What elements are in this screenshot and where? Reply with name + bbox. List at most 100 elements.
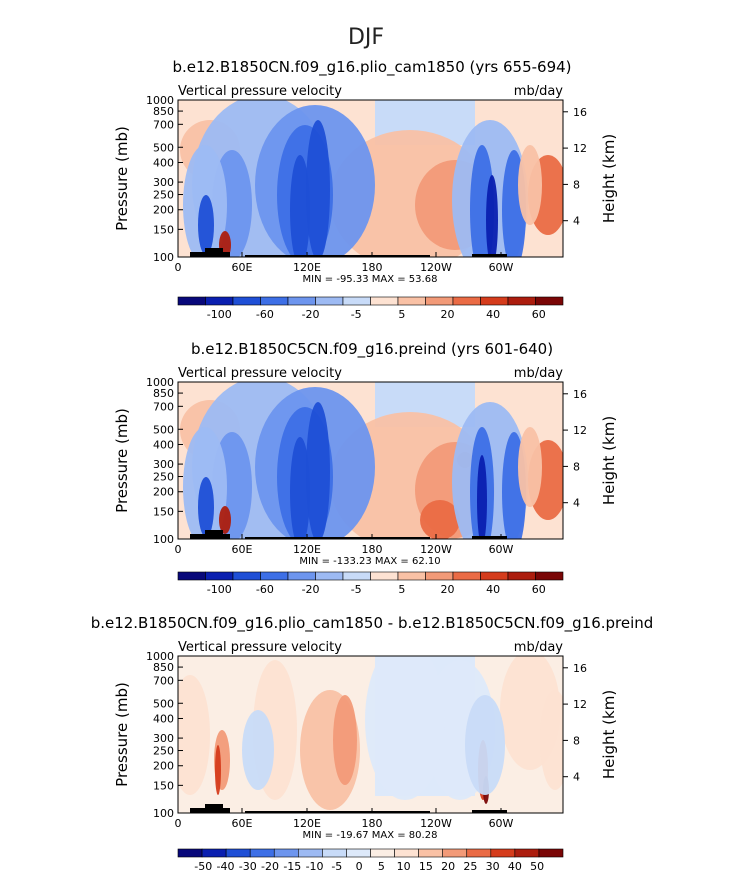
y-axis-label: Pressure (mb): [113, 126, 131, 231]
topography: [245, 811, 430, 813]
colorbar-label: -5: [331, 860, 342, 873]
colorbar-swatch: [177, 571, 206, 581]
x-tick-label: 60E: [232, 817, 253, 830]
contour-fill: [306, 120, 330, 257]
colorbar-swatch: [480, 571, 509, 581]
contour-fill: [198, 477, 214, 537]
colorbar-swatch: [397, 571, 426, 581]
contour-fill: [290, 437, 310, 539]
y-tick-label: 300: [153, 732, 174, 745]
colorbar-swatch: [315, 571, 344, 581]
topography: [205, 248, 223, 257]
contour-fill: [178, 675, 210, 795]
panel-title: b.e12.B1850C5CN.f09_g16.preind (yrs 601-…: [191, 340, 553, 359]
colorbar-label: 5: [378, 860, 385, 873]
colorbar-label: 25: [463, 860, 477, 873]
colorbar-label: -5: [351, 583, 362, 596]
colorbar-label: 40: [486, 583, 500, 596]
y-tick-label: 150: [153, 505, 174, 518]
colorbar-swatch: [225, 848, 251, 858]
colorbar-label: 60: [532, 583, 546, 596]
colorbar-swatch: [287, 571, 316, 581]
panel-2: b.e12.B1850C5CN.f09_g16.preind (yrs 601-…: [113, 340, 618, 596]
y-tick-label: 100: [153, 533, 174, 546]
x-tick-label: 60E: [232, 543, 253, 556]
y-tick-label: 1000: [146, 650, 174, 663]
y-axis-label: Pressure (mb): [113, 408, 131, 513]
y-tick-label: 400: [153, 438, 174, 451]
colorbar-swatch: [177, 296, 206, 306]
colorbar-swatch: [535, 296, 564, 306]
colorbar-swatch: [232, 571, 261, 581]
y-tick-label: 200: [153, 204, 174, 217]
y-tick-label: 500: [153, 697, 174, 710]
y-right-tick-label: 16: [573, 388, 587, 401]
colorbar-label: 10: [397, 860, 411, 873]
contour-fill: [486, 175, 498, 257]
y-right-tick-label: 12: [573, 142, 587, 155]
y-tick-label: 700: [153, 118, 174, 131]
x-tick-label: 60W: [489, 817, 514, 830]
colorbar-label: 0: [356, 860, 363, 873]
colorbar-label: -100: [207, 583, 232, 596]
colorbar-swatch: [370, 296, 399, 306]
colorbar-swatch: [507, 296, 536, 306]
x-tick-label: 60E: [232, 261, 253, 274]
colorbar-label: -30: [239, 860, 257, 873]
y-right-tick-label: 8: [573, 734, 580, 747]
y-tick-label: 100: [153, 807, 174, 820]
panel-units-label: mb/day: [514, 366, 564, 381]
contour-field: [180, 100, 563, 257]
panel-3: b.e12.B1850CN.f09_g16.plio_cam1850 - b.e…: [91, 614, 654, 873]
panel-units-label: mb/day: [514, 640, 564, 655]
y-right-tick-label: 12: [573, 698, 587, 711]
colorbar-swatch: [205, 296, 234, 306]
colorbar-label: 40: [508, 860, 522, 873]
topography: [245, 255, 430, 257]
x-tick-label: 120E: [293, 817, 321, 830]
y-tick-label: 850: [153, 387, 174, 400]
colorbar-label: -20: [302, 583, 320, 596]
contour-fill: [198, 195, 214, 255]
y-right-axis-label: Height (km): [600, 134, 618, 223]
colorbar-swatch: [177, 848, 203, 858]
x-tick-label: 120E: [293, 261, 321, 274]
y-right-tick-label: 4: [573, 497, 580, 510]
contour-fill: [477, 455, 487, 539]
colorbar-label: 5: [398, 308, 405, 321]
y-right-tick-label: 16: [573, 106, 587, 119]
colorbar-swatch: [480, 296, 509, 306]
colorbar-label: -10: [306, 860, 324, 873]
colorbar-swatch: [538, 848, 564, 858]
topography: [205, 804, 223, 813]
colorbar-swatch: [394, 848, 419, 858]
y-right-tick-label: 12: [573, 424, 587, 437]
contour-field: [178, 656, 563, 813]
colorbar-swatch: [287, 296, 316, 306]
colorbar-swatch: [342, 296, 371, 306]
y-tick-label: 700: [153, 400, 174, 413]
contour-fill: [365, 656, 445, 800]
x-tick-label: 60W: [489, 261, 514, 274]
min-max-stats: MIN = -133.23 MAX = 62.10: [299, 556, 440, 567]
x-tick-label: 120W: [420, 261, 452, 274]
y-tick-label: 300: [153, 458, 174, 471]
x-tick-label: 180: [362, 261, 383, 274]
contour-fill: [518, 427, 542, 507]
colorbar-swatch: [342, 571, 371, 581]
y-tick-label: 500: [153, 141, 174, 154]
x-tick-label: 180: [362, 817, 383, 830]
colorbar-label: -60: [256, 583, 274, 596]
colorbar-swatch: [425, 296, 454, 306]
y-tick-label: 250: [153, 471, 174, 484]
contour-fill: [420, 500, 460, 539]
panel-left-label: Vertical pressure velocity: [178, 366, 342, 381]
y-axis-label: Pressure (mb): [113, 682, 131, 787]
plot-frame: [177, 99, 564, 258]
y-tick-label: 850: [153, 105, 174, 118]
y-tick-label: 150: [153, 779, 174, 792]
min-max-stats: MIN = -95.33 MAX = 53.68: [303, 274, 438, 285]
colorbar-label: -60: [256, 308, 274, 321]
colorbar-swatch: [201, 848, 227, 858]
